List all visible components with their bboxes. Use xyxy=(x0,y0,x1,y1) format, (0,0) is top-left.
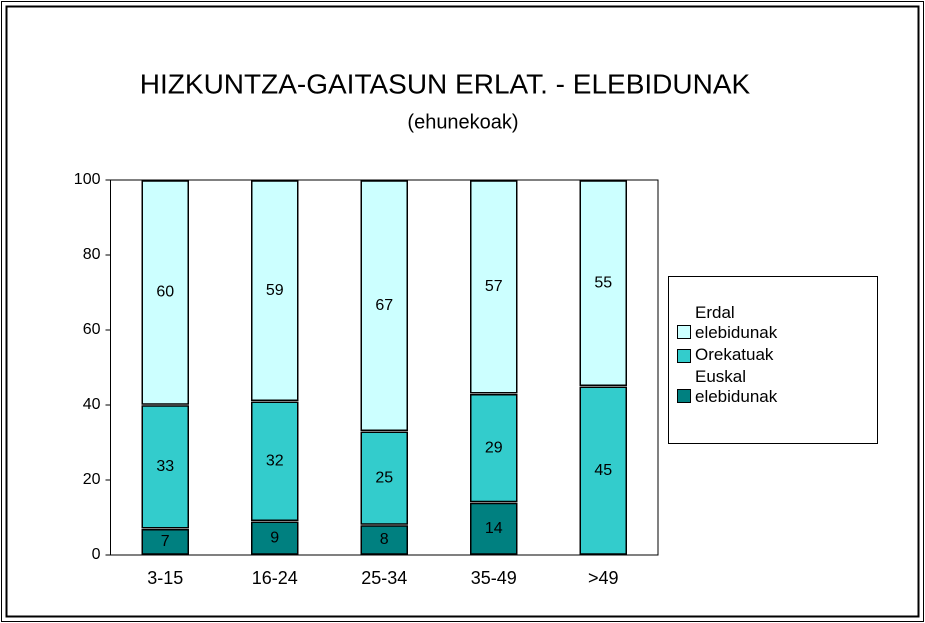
data-label: 7 xyxy=(161,533,170,550)
bar-segment xyxy=(360,431,408,525)
y-tick-label: 80 xyxy=(83,246,101,263)
bar-segment xyxy=(141,180,189,405)
data-label: 8 xyxy=(380,531,389,548)
data-label: 29 xyxy=(485,439,503,456)
bar-segment xyxy=(470,394,518,503)
x-tick-label: 25-34 xyxy=(361,568,407,588)
legend-label: Orekatuak xyxy=(695,345,774,364)
bar-segment xyxy=(579,386,627,555)
chart-title: HIZKUNTZA-GAITASUN ERLAT. - ELEBIDUNAK xyxy=(140,68,751,99)
legend-swatch xyxy=(677,349,691,363)
x-tick-label: 16-24 xyxy=(252,568,298,588)
legend-label: Euskal elebidunak xyxy=(695,367,778,406)
bar-segment xyxy=(579,180,627,386)
y-tick-label: 0 xyxy=(92,546,101,563)
legend-label: Erdal elebidunak xyxy=(695,303,778,342)
data-label: 33 xyxy=(156,458,174,475)
data-label: 45 xyxy=(594,462,612,479)
legend-entry: Erdal elebidunak xyxy=(677,303,869,343)
data-label: 59 xyxy=(266,282,284,299)
data-label: 57 xyxy=(485,278,503,295)
frame-inner xyxy=(5,5,920,618)
legend-entry: Euskal elebidunak xyxy=(677,367,869,407)
data-label: 14 xyxy=(485,520,503,537)
legend: Erdal elebidunak Orekatuak Euskal elebidun… xyxy=(668,276,878,444)
data-label: 32 xyxy=(266,452,284,469)
chart-subtitle: (ehunekoak) xyxy=(407,111,518,133)
y-tick-label: 60 xyxy=(83,321,101,338)
y-tick-label: 100 xyxy=(74,171,101,188)
bar-segment xyxy=(360,180,408,431)
legend-swatch xyxy=(677,325,691,339)
bar-segment xyxy=(470,180,518,394)
x-tick-label: >49 xyxy=(588,568,619,588)
bar-segment xyxy=(360,525,408,555)
data-label: 55 xyxy=(594,274,612,291)
data-label: 9 xyxy=(270,529,279,546)
legend-swatch xyxy=(677,389,691,403)
bar-segment xyxy=(251,521,299,555)
bar-segment xyxy=(470,502,518,555)
data-label: 25 xyxy=(375,469,393,486)
bar-segment xyxy=(251,180,299,401)
plot-area xyxy=(110,179,659,556)
x-tick-label: 3-15 xyxy=(147,568,183,588)
data-label: 67 xyxy=(375,297,393,314)
data-label: 60 xyxy=(156,284,174,301)
legend-entry: Orekatuak xyxy=(677,345,869,365)
x-tick-label: 35-49 xyxy=(471,568,517,588)
bar-segment xyxy=(141,529,189,555)
y-tick-label: 40 xyxy=(83,396,101,413)
y-tick-label: 20 xyxy=(83,471,101,488)
bar-segment xyxy=(141,405,189,529)
bar-segment xyxy=(251,401,299,521)
